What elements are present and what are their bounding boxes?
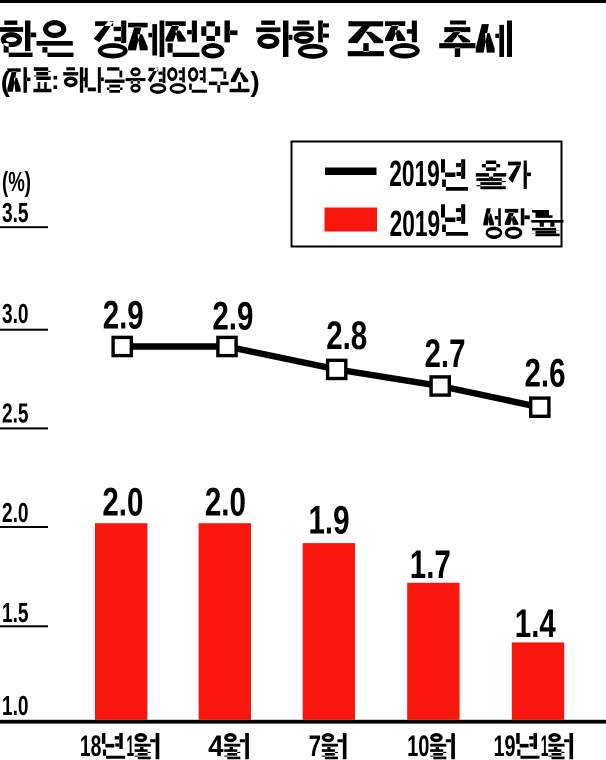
- svg-text::: :: [51, 65, 60, 95]
- svg-text:2.8: 2.8: [326, 314, 367, 358]
- svg-text:2019: 2019: [389, 153, 440, 194]
- svg-text:1.5: 1.5: [2, 597, 29, 628]
- svg-text:2.0: 2.0: [102, 481, 143, 525]
- svg-text:2019: 2019: [390, 203, 441, 244]
- svg-text:2.6: 2.6: [525, 351, 566, 395]
- svg-text:(: (: [1, 66, 11, 97]
- svg-text:2.7: 2.7: [425, 332, 466, 376]
- svg-text:10: 10: [407, 730, 429, 760]
- svg-text:1.7: 1.7: [410, 543, 451, 587]
- svg-text:7: 7: [309, 730, 321, 760]
- svg-text:2.0: 2.0: [205, 481, 246, 525]
- svg-text:1.0: 1.0: [2, 690, 29, 721]
- svg-text:1.9: 1.9: [309, 499, 350, 543]
- svg-text:18: 18: [80, 730, 102, 760]
- svg-text:3.0: 3.0: [2, 298, 29, 329]
- svg-text:1.4: 1.4: [515, 602, 557, 646]
- svg-text:(%): (%): [2, 166, 31, 197]
- svg-text:1: 1: [126, 730, 134, 760]
- svg-text:1: 1: [541, 730, 549, 760]
- svg-text:2.5: 2.5: [2, 397, 29, 428]
- svg-text:19: 19: [494, 730, 516, 760]
- svg-text:2.9: 2.9: [212, 294, 253, 338]
- svg-text:2.9: 2.9: [103, 294, 144, 338]
- svg-text:3.5: 3.5: [2, 197, 29, 228]
- svg-text:): ): [250, 66, 259, 97]
- svg-text:4: 4: [208, 730, 224, 760]
- svg-text:2.0: 2.0: [2, 497, 29, 528]
